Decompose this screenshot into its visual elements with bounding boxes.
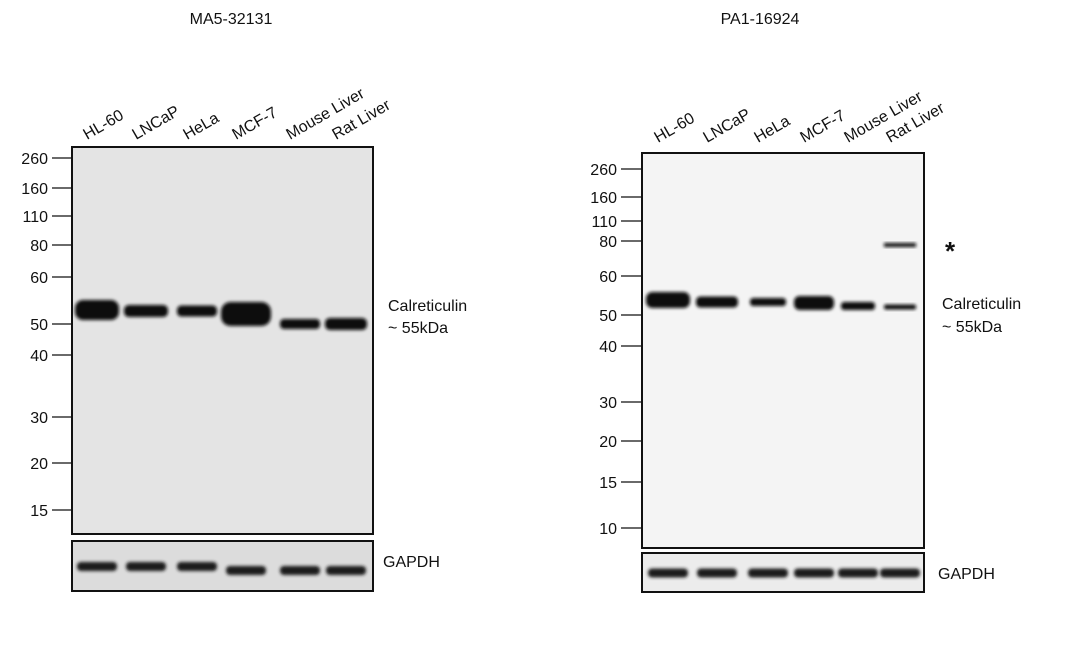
band-label: ~ 55kDa <box>942 319 1002 336</box>
lane-label: HL-60 <box>652 110 698 147</box>
lane-label: HeLa <box>181 110 223 144</box>
gapdh-band <box>126 562 166 571</box>
marker-label: 110 <box>22 209 48 226</box>
marker-label: 20 <box>599 434 617 451</box>
marker-label: 260 <box>590 162 617 179</box>
band <box>884 304 916 310</box>
marker-label: 110 <box>591 214 617 231</box>
marker-label: 30 <box>30 410 48 427</box>
gapdh-band <box>280 566 320 575</box>
lane-label: HL-60 <box>81 107 127 144</box>
gapdh-band <box>648 568 688 578</box>
band-label: Calreticulin <box>942 296 1021 313</box>
loading-blot <box>71 540 374 592</box>
marker-label: 50 <box>599 308 617 325</box>
marker-label: 260 <box>21 151 48 168</box>
band <box>646 292 690 308</box>
gapdh-band <box>697 568 737 578</box>
marker-label: 50 <box>30 317 48 334</box>
gapdh-band <box>880 568 920 578</box>
annotation: * <box>945 236 956 266</box>
band <box>750 298 786 306</box>
loading-control-label: GAPDH <box>383 554 440 571</box>
band <box>75 300 119 320</box>
band-label: Calreticulin <box>388 298 467 315</box>
gapdh-band <box>226 566 266 575</box>
band <box>841 302 875 310</box>
blot <box>641 152 925 549</box>
gapdh-band <box>177 562 217 571</box>
panel-title: MA5-32131 <box>190 11 273 28</box>
lane-label: LNCaP <box>130 103 183 144</box>
marker-label: 10 <box>599 521 617 538</box>
marker-label: 80 <box>599 234 617 251</box>
marker-label: 30 <box>599 395 617 412</box>
marker-label: 20 <box>30 456 48 473</box>
band <box>280 319 320 329</box>
lane-label: MCF-7 <box>230 104 281 143</box>
lane-label: MCF-7 <box>798 107 849 146</box>
band <box>177 305 217 317</box>
band <box>221 302 271 326</box>
gapdh-band <box>77 562 117 571</box>
blot <box>71 146 374 535</box>
marker-label: 80 <box>30 238 48 255</box>
gapdh-band <box>794 568 834 578</box>
marker-label: 15 <box>599 475 617 492</box>
marker-label: 40 <box>599 339 617 356</box>
marker-label: 15 <box>30 503 48 520</box>
band <box>325 318 367 330</box>
loading-control-label: GAPDH <box>938 566 995 583</box>
gapdh-band <box>326 566 366 575</box>
marker-label: 160 <box>21 181 48 198</box>
band <box>794 296 834 310</box>
marker-label: 160 <box>590 190 617 207</box>
gapdh-band <box>838 568 878 578</box>
extra-band <box>884 243 916 247</box>
band-label: ~ 55kDa <box>388 320 448 337</box>
band <box>124 305 168 317</box>
band <box>696 296 738 308</box>
marker-label: 40 <box>30 348 48 365</box>
gapdh-band <box>748 568 788 578</box>
marker-label: 60 <box>30 270 48 287</box>
marker-label: 60 <box>599 269 617 286</box>
lane-label: LNCaP <box>701 106 754 147</box>
panel-title: PA1-16924 <box>721 11 800 28</box>
lane-label: HeLa <box>752 113 794 147</box>
